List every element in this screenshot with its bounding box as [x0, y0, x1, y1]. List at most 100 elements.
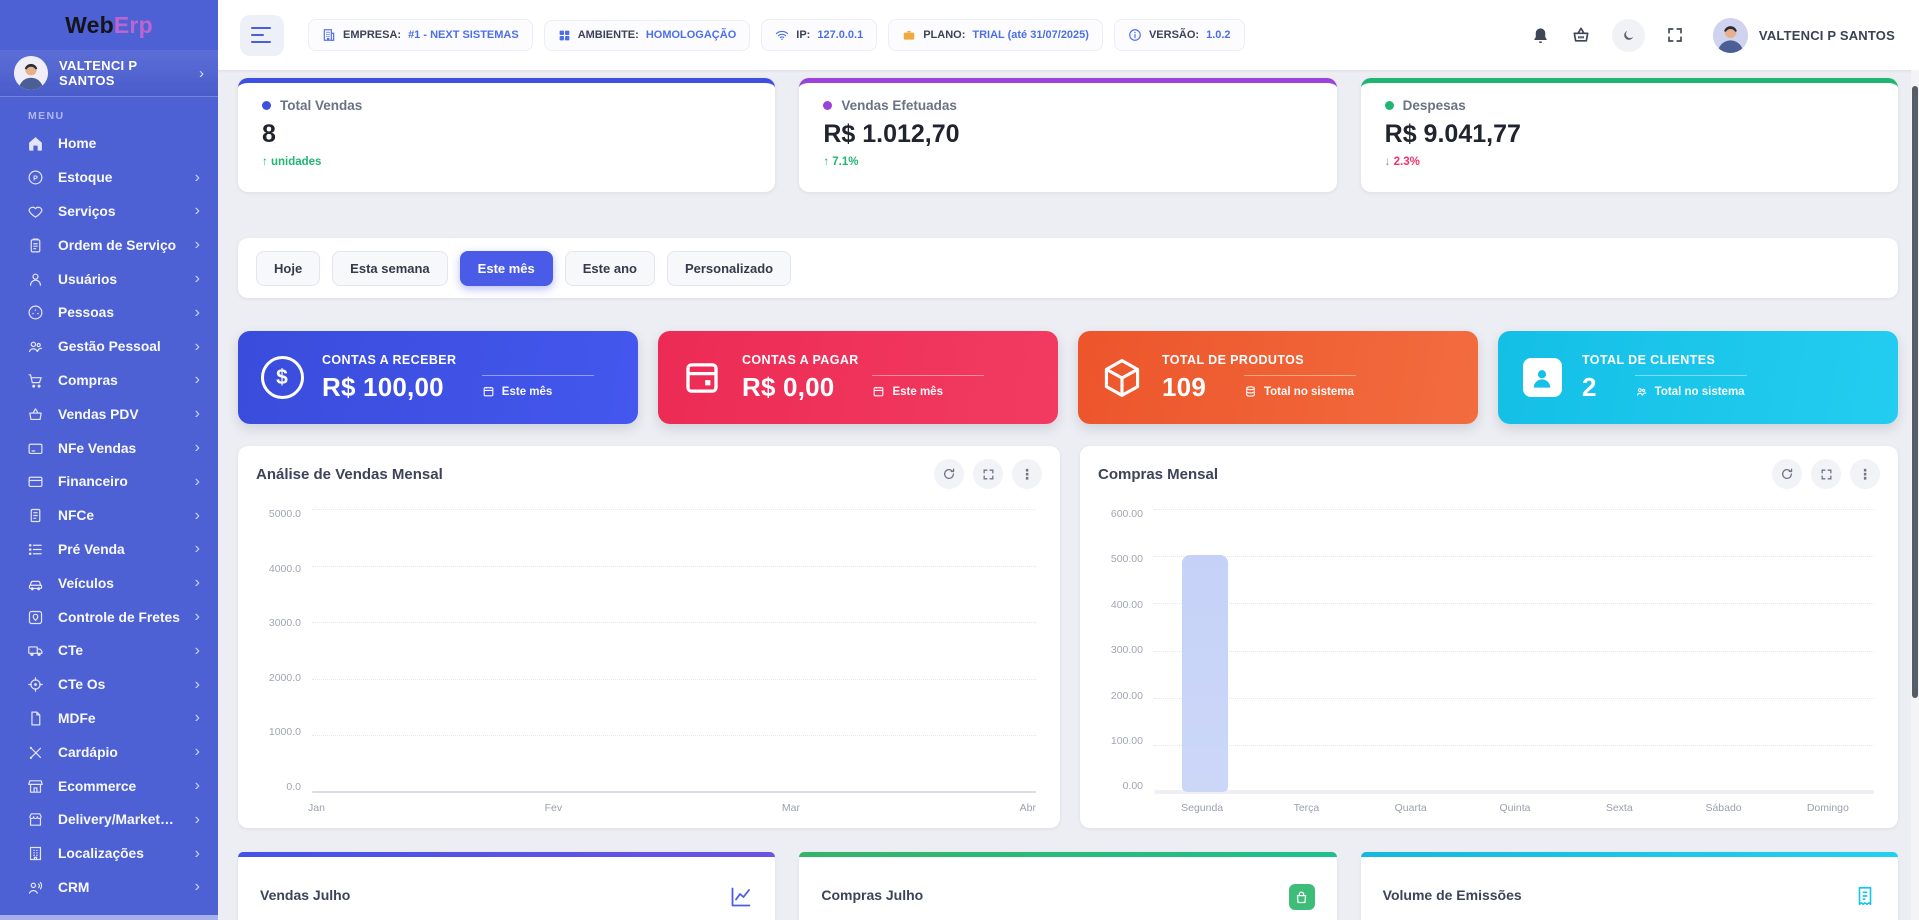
- chart-analise-vendas-mensal: Análise de Vendas Mensal ⋮ 5000.0 4000.0 3…: [238, 446, 1060, 828]
- hamburger-menu-button[interactable]: [240, 14, 284, 56]
- stat-trend: ↓ 2.3%: [1384, 156, 1420, 168]
- filter-esta-semana-button[interactable]: Esta semana: [332, 250, 448, 286]
- divider: [1243, 375, 1356, 376]
- sidebar-item-cte-os[interactable]: CTe Os ›: [0, 668, 218, 702]
- kpi-total-clientes[interactable]: TOTAL DE CLIENTES 2 Total no sistema: [1498, 331, 1898, 424]
- kebab-menu-icon[interactable]: ⋮: [1850, 459, 1880, 489]
- chart-compras-mensal: Compras Mensal ⋮ 600.00 500.00 400.00 300.0…: [1080, 446, 1898, 828]
- wifi-icon: [776, 30, 789, 41]
- main-area: EMPRESA: #1 - NEXT SISTEMAS AMBIENTE: HO…: [218, 0, 1919, 920]
- topbar-user-name: VALTENCI P SANTOS: [1758, 27, 1895, 43]
- charts-row: Análise de Vendas Mensal ⋮ 5000.0 4000.0 3…: [238, 446, 1898, 828]
- sidebar: Web Erp VALTENCI P SANTOS › MENU Home P E…: [0, 0, 218, 920]
- chevron-right-icon: ›: [194, 202, 200, 220]
- sidebar-item-localizacoes[interactable]: Localizações ›: [0, 837, 218, 871]
- chip-ip: IP: 127.0.0.1: [761, 19, 878, 51]
- card-icon: [28, 443, 43, 454]
- sidebar-user[interactable]: VALTENCI P SANTOS ›: [0, 50, 218, 97]
- card-volume-emissoes: Volume de Emissões: [1360, 852, 1899, 920]
- chart-title: Compras Mensal: [1098, 465, 1219, 483]
- chevron-right-icon: ›: [194, 743, 200, 761]
- bell-icon: [1534, 27, 1547, 43]
- dollar-coin-icon: $: [258, 356, 306, 399]
- map-pin-icon: [28, 610, 43, 624]
- person-voice-icon: [28, 881, 43, 894]
- vertical-scrollbar[interactable]: [1911, 70, 1919, 920]
- sidebar-item-veiculos[interactable]: Veículos ›: [0, 566, 218, 600]
- sidebar-item-cardapio[interactable]: Cardápio ›: [0, 735, 218, 769]
- chevron-right-icon: ›: [194, 675, 200, 693]
- stat-trend: ↑ unidades: [262, 156, 322, 168]
- sidebar-item-nfe-vendas[interactable]: NFe Vendas ›: [0, 431, 218, 465]
- kebab-menu-icon[interactable]: ⋮: [1012, 459, 1042, 489]
- kpi-total-produtos[interactable]: TOTAL DE PRODUTOS 109 Total no sistema: [1078, 331, 1478, 424]
- sidebar-item-estoque[interactable]: P Estoque ›: [0, 161, 218, 195]
- services-icon: [28, 206, 43, 218]
- sidebar-item-vendas-pdv[interactable]: Vendas PDV ›: [0, 397, 218, 431]
- arrow-up-icon: ↑: [823, 156, 830, 168]
- refresh-icon[interactable]: [934, 459, 964, 489]
- sidebar-item-usuarios[interactable]: Usuários ›: [0, 262, 218, 296]
- dot-icon: [823, 101, 833, 110]
- wallet-icon: [28, 477, 43, 488]
- chevron-right-icon: ›: [194, 777, 200, 795]
- sidebar-item-crm[interactable]: CRM ›: [0, 871, 218, 905]
- stat-card-total-vendas: Total Vendas 8 ↑ unidades: [238, 78, 776, 192]
- notifications-button[interactable]: [1531, 26, 1550, 45]
- scrollbar-thumb[interactable]: [1912, 86, 1918, 698]
- stats-row: Total Vendas 8 ↑ unidades Vendas Efetuad…: [238, 78, 1898, 192]
- flat-series-line: [312, 791, 1036, 793]
- arrow-up-icon: ↑: [262, 156, 268, 168]
- bar-segunda[interactable]: [1182, 554, 1229, 792]
- dark-mode-toggle[interactable]: [1611, 18, 1645, 52]
- client-card-icon: [1518, 358, 1566, 397]
- sidebar-item-controle-fretes[interactable]: Controle de Fretes ›: [0, 600, 218, 634]
- sidebar-item-ordem-servico[interactable]: Ordem de Serviço ›: [0, 228, 218, 262]
- chevron-right-icon: ›: [194, 168, 200, 186]
- sidebar-scrollbar[interactable]: [0, 915, 218, 920]
- stat-title: Vendas Efetuadas: [841, 98, 957, 113]
- kpi-contas-a-receber[interactable]: $ CONTAS A RECEBER R$ 100,00 Este mês: [238, 331, 638, 424]
- sidebar-item-gestao-pessoal[interactable]: Gestão Pessoal ›: [0, 330, 218, 364]
- dot-icon: [1384, 101, 1394, 110]
- expand-icon[interactable]: [1811, 459, 1841, 489]
- sidebar-item-pre-venda[interactable]: Pré Venda ›: [0, 533, 218, 567]
- filter-hoje-button[interactable]: Hoje: [256, 250, 321, 286]
- y-axis: 5000.0 4000.0 3000.0 2000.0 1000.0 0.0: [268, 508, 301, 793]
- sidebar-item-nfce[interactable]: NFCe ›: [0, 499, 218, 533]
- filter-este-ano-button[interactable]: Este ano: [564, 250, 655, 286]
- expand-icon[interactable]: [973, 459, 1003, 489]
- sidebar-item-mdfe[interactable]: MDFe ›: [0, 702, 218, 736]
- refresh-icon[interactable]: [1772, 459, 1802, 489]
- fullscreen-icon: [1668, 28, 1682, 42]
- chevron-right-icon: ›: [194, 574, 200, 592]
- sidebar-item-servicos[interactable]: Serviços ›: [0, 195, 218, 229]
- sidebar-item-pessoas[interactable]: Pessoas ›: [0, 296, 218, 330]
- pos-basket-button[interactable]: [1571, 25, 1591, 45]
- chevron-right-icon: ›: [194, 405, 200, 423]
- stat-title: Total Vendas: [280, 98, 363, 113]
- filter-personalizado-button[interactable]: Personalizado: [666, 250, 792, 286]
- sidebar-item-financeiro[interactable]: Financeiro ›: [0, 465, 218, 499]
- document-icon: [30, 509, 41, 523]
- user-menu[interactable]: VALTENCI P SANTOS: [1705, 17, 1895, 53]
- file-icon: [31, 711, 41, 726]
- briefcase-icon: [903, 30, 915, 40]
- line-chart-icon: [731, 887, 751, 907]
- line-plot-area: [312, 509, 1036, 793]
- kpi-contas-a-pagar[interactable]: CONTAS A PAGAR R$ 0,00 Este mês: [658, 331, 1058, 424]
- x-axis-line: [1154, 790, 1874, 794]
- chevron-right-icon: ›: [194, 439, 200, 457]
- chevron-right-icon: ›: [194, 371, 200, 389]
- sidebar-item-compras[interactable]: Compras ›: [0, 364, 218, 398]
- sidebar-item-ecommerce[interactable]: Ecommerce ›: [0, 769, 218, 803]
- chevron-right-icon: ›: [194, 810, 200, 828]
- sidebar-item-delivery-marketplace[interactable]: Delivery/Marketplace›: [0, 803, 218, 837]
- kpi-row: $ CONTAS A RECEBER R$ 100,00 Este mês: [238, 331, 1898, 424]
- dot-icon: [262, 101, 271, 110]
- sidebar-item-cte[interactable]: CTe ›: [0, 634, 218, 668]
- filter-este-mes-button[interactable]: Este mês: [459, 250, 553, 286]
- fullscreen-button[interactable]: [1666, 26, 1684, 44]
- topbar: EMPRESA: #1 - NEXT SISTEMAS AMBIENTE: HO…: [218, 0, 1919, 70]
- sidebar-item-home[interactable]: Home: [0, 127, 218, 161]
